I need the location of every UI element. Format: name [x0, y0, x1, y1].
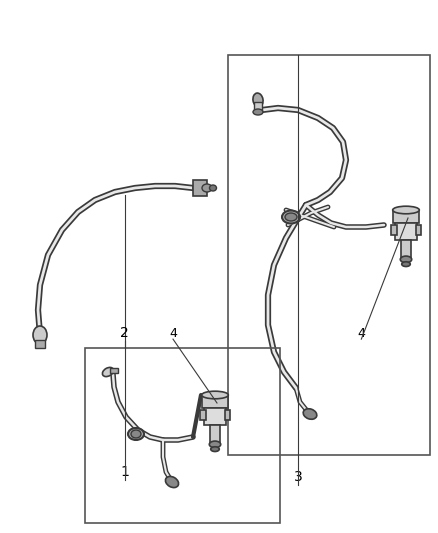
Bar: [416, 225, 421, 235]
Bar: [210, 425, 220, 442]
Text: 4: 4: [357, 327, 365, 340]
Bar: [204, 408, 226, 425]
Text: 2: 2: [120, 326, 129, 340]
Ellipse shape: [202, 184, 212, 192]
Ellipse shape: [402, 262, 410, 266]
Ellipse shape: [303, 409, 317, 419]
Bar: [225, 410, 230, 419]
Bar: [391, 225, 396, 235]
Bar: [401, 240, 411, 257]
Ellipse shape: [253, 93, 263, 107]
Ellipse shape: [202, 391, 228, 399]
Ellipse shape: [211, 447, 219, 451]
Ellipse shape: [209, 441, 221, 448]
Text: 4: 4: [169, 327, 177, 340]
Bar: [228, 55, 430, 455]
Ellipse shape: [209, 185, 216, 191]
Bar: [110, 368, 118, 373]
Bar: [202, 395, 228, 408]
Ellipse shape: [128, 428, 144, 440]
Text: 1: 1: [120, 465, 129, 479]
Bar: [254, 102, 262, 112]
Text: 3: 3: [293, 470, 302, 484]
Ellipse shape: [253, 109, 263, 115]
Bar: [193, 180, 207, 196]
Bar: [35, 340, 45, 348]
Ellipse shape: [400, 256, 412, 263]
Ellipse shape: [102, 367, 113, 377]
Ellipse shape: [131, 430, 141, 438]
Ellipse shape: [33, 326, 47, 344]
Bar: [200, 410, 205, 419]
Ellipse shape: [282, 211, 300, 223]
Bar: [393, 210, 419, 223]
Ellipse shape: [166, 477, 179, 488]
Bar: [85, 348, 280, 523]
Bar: [395, 223, 417, 240]
Ellipse shape: [193, 183, 209, 193]
Ellipse shape: [285, 213, 297, 221]
Ellipse shape: [393, 206, 419, 214]
